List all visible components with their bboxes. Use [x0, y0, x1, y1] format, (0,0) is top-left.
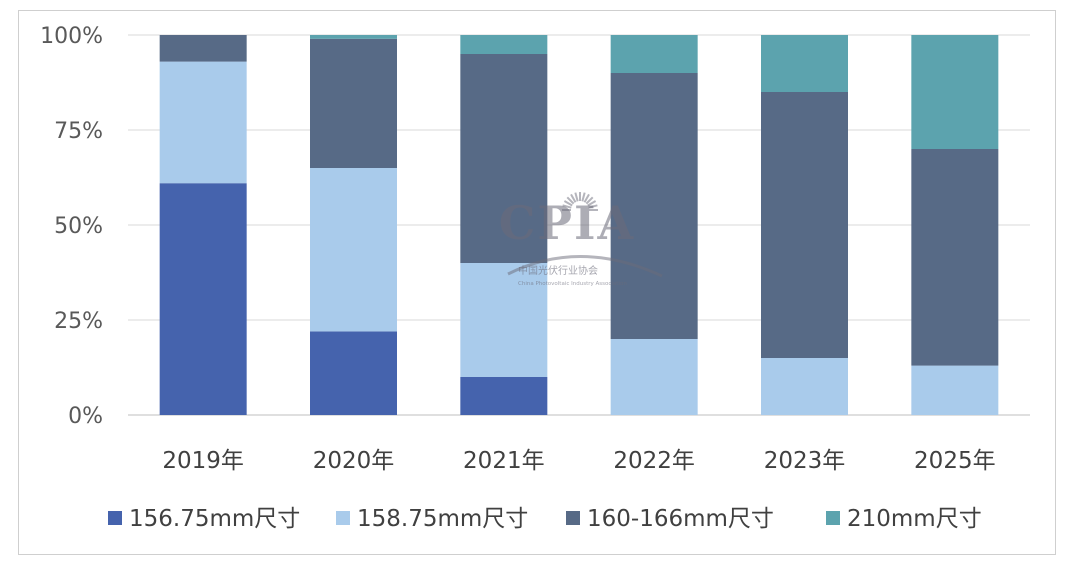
sun-ray	[587, 200, 597, 207]
y-tick-label: 25%	[54, 309, 103, 334]
legend-label: 160-166mm尺寸	[587, 506, 774, 532]
bar-segment	[761, 92, 848, 358]
bar-segment	[911, 365, 999, 415]
watermark-org-name-en: China Photovoltaic Industry Association	[518, 281, 627, 287]
legend-swatch	[336, 511, 350, 525]
sun-ray	[566, 196, 575, 205]
bar-segment	[460, 377, 548, 415]
bar-segment	[610, 73, 698, 339]
bar-segment	[310, 168, 397, 332]
sun-ray	[585, 196, 594, 205]
bar-segment	[159, 61, 247, 184]
legend-swatch	[826, 511, 840, 525]
bar-segment	[159, 35, 247, 62]
y-tick-label: 0%	[68, 404, 103, 429]
legend-label: 158.75mm尺寸	[357, 506, 528, 532]
legend-swatch	[566, 511, 580, 525]
bar-segment	[460, 263, 548, 377]
bar-segment	[310, 331, 397, 415]
legend-swatch	[108, 511, 122, 525]
y-axis-ticks: 0% 25% 50% 75% 100%	[40, 24, 103, 429]
sun-ray	[583, 193, 590, 203]
legend-label: 210mm尺寸	[847, 506, 982, 532]
y-tick-label: 100%	[40, 24, 103, 49]
bar-segment	[310, 35, 397, 39]
watermark-arc	[507, 255, 663, 278]
x-category-label: 2020年	[313, 448, 395, 474]
bar-segment	[460, 54, 548, 263]
sun-ray	[570, 193, 577, 203]
bar-segment	[310, 38, 397, 168]
x-category-label: 2022年	[613, 448, 695, 474]
bar-segment	[610, 35, 698, 73]
bars	[159, 35, 999, 415]
bar-segment	[610, 339, 698, 415]
x-category-label: 2025年	[914, 448, 996, 474]
sun-rays-icon	[562, 192, 598, 211]
x-category-label: 2019年	[162, 448, 244, 474]
bar-segment	[159, 183, 247, 415]
sun-ray	[588, 204, 598, 209]
bar-segment	[761, 35, 848, 92]
watermark-org-name: 中国光伏行业协会	[518, 264, 598, 277]
watermark-logo-text: CPIA	[499, 196, 635, 250]
legend-label: 156.75mm尺寸	[129, 506, 300, 532]
legend: 156.75mm尺寸 158.75mm尺寸 160-166mm尺寸 210mm尺寸	[108, 506, 982, 532]
x-category-label: 2021年	[463, 448, 545, 474]
gridlines	[128, 34, 1030, 416]
y-tick-label: 50%	[54, 214, 103, 239]
bar-segment	[460, 35, 548, 54]
bar-segment	[911, 149, 999, 366]
sun-ray	[581, 192, 586, 202]
sun-ray	[563, 200, 573, 207]
cpia-watermark: CPIA 中国光伏行业协会 China Photovoltaic Industr…	[499, 192, 663, 287]
bar-segment	[911, 35, 999, 149]
x-category-label: 2023年	[764, 448, 846, 474]
y-tick-label: 75%	[54, 119, 103, 144]
x-axis-categories: 2019年 2020年 2021年 2022年 2023年 2025年	[162, 448, 995, 474]
bar-segment	[761, 358, 848, 415]
sun-ray	[574, 192, 579, 202]
sun-ray	[562, 204, 572, 209]
